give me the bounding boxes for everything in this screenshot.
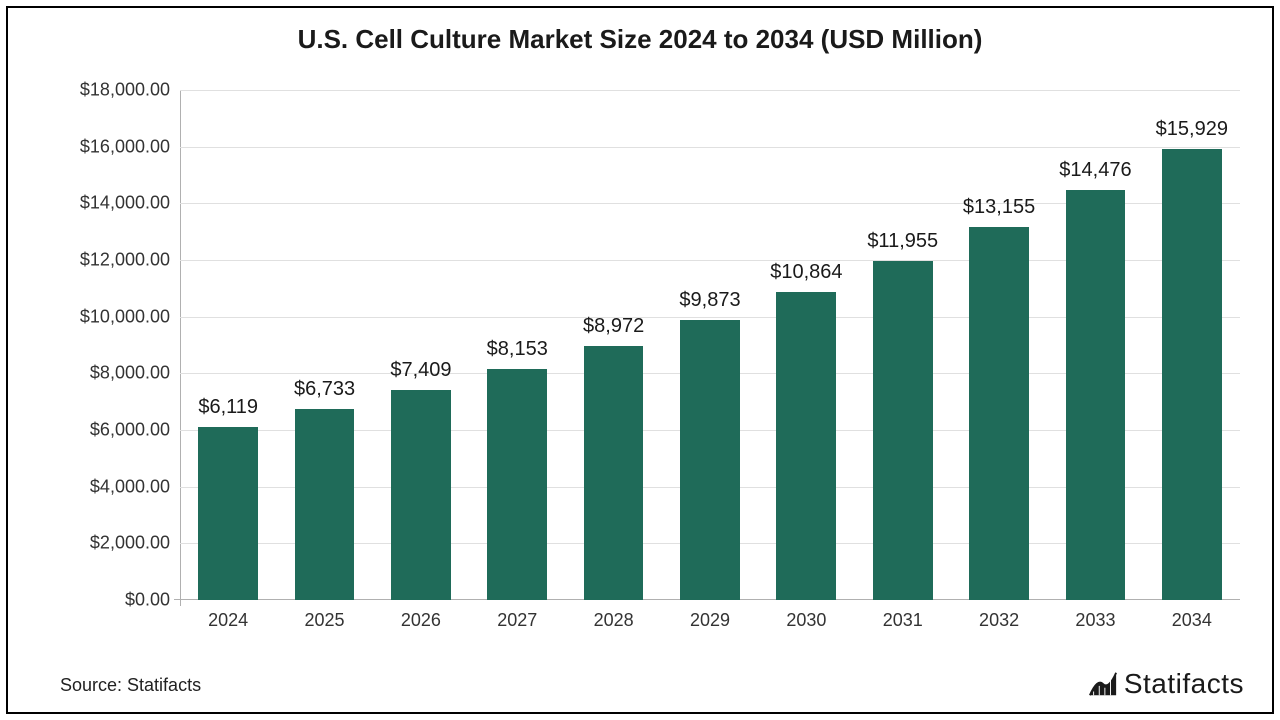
x-tick-label: 2029: [690, 610, 730, 631]
bar-value-label: $8,153: [487, 338, 548, 361]
x-tick-label: 2033: [1075, 610, 1115, 631]
bar-value-label: $14,476: [1059, 159, 1131, 182]
bar-value-label: $11,955: [867, 230, 938, 253]
bar-value-label: $10,864: [770, 261, 842, 284]
bar: [295, 409, 355, 600]
bar-value-label: $6,733: [294, 378, 355, 401]
y-tick-label: $18,000.00: [60, 80, 170, 101]
bar-value-label: $8,972: [583, 315, 644, 338]
y-tick-label: $12,000.00: [60, 250, 170, 271]
gridline: [180, 90, 1240, 91]
x-tick-label: 2028: [594, 610, 634, 631]
bar: [391, 390, 451, 600]
bar-value-label: $13,155: [963, 196, 1035, 219]
y-axis: [180, 90, 181, 606]
brand-logo: Statifacts: [1088, 668, 1244, 700]
gridline: [180, 147, 1240, 148]
y-tick-label: $4,000.00: [60, 476, 170, 497]
chart-title: U.S. Cell Culture Market Size 2024 to 20…: [0, 24, 1280, 55]
bar: [776, 292, 836, 600]
x-tick-label: 2031: [883, 610, 923, 631]
bar: [1066, 190, 1126, 600]
plot-area: $6,119 $6,733 $7,409 $8,153 $8,972 $9,873 $10,…: [180, 90, 1240, 600]
x-tick-label: 2032: [979, 610, 1019, 631]
bar-value-label: $9,873: [679, 289, 740, 312]
y-tick-label: $8,000.00: [60, 363, 170, 384]
bar: [198, 427, 258, 600]
y-tick-label: $2,000.00: [60, 533, 170, 554]
bar: [487, 369, 547, 600]
bar-value-label: $6,119: [198, 396, 258, 419]
brand-text: Statifacts: [1124, 668, 1244, 700]
y-tick-label: $0.00: [60, 590, 170, 611]
bar: [680, 320, 740, 600]
x-tick-label: 2026: [401, 610, 441, 631]
source-text: Source: Statifacts: [60, 675, 201, 696]
bar: [969, 227, 1029, 600]
y-tick-label: $14,000.00: [60, 193, 170, 214]
x-tick-label: 2027: [497, 610, 537, 631]
bar: [873, 261, 933, 600]
statifacts-icon: [1088, 669, 1118, 699]
bar: [584, 346, 644, 600]
x-tick-label: 2030: [786, 610, 826, 631]
x-tick-label: 2025: [305, 610, 345, 631]
x-tick-label: 2024: [208, 610, 248, 631]
x-tick-label: 2034: [1172, 610, 1212, 631]
y-tick-label: $10,000.00: [60, 306, 170, 327]
bar-value-label: $7,409: [390, 359, 451, 382]
bar: [1162, 149, 1222, 600]
y-tick-label: $16,000.00: [60, 136, 170, 157]
bar-value-label: $15,929: [1156, 118, 1228, 141]
y-tick-label: $6,000.00: [60, 420, 170, 441]
